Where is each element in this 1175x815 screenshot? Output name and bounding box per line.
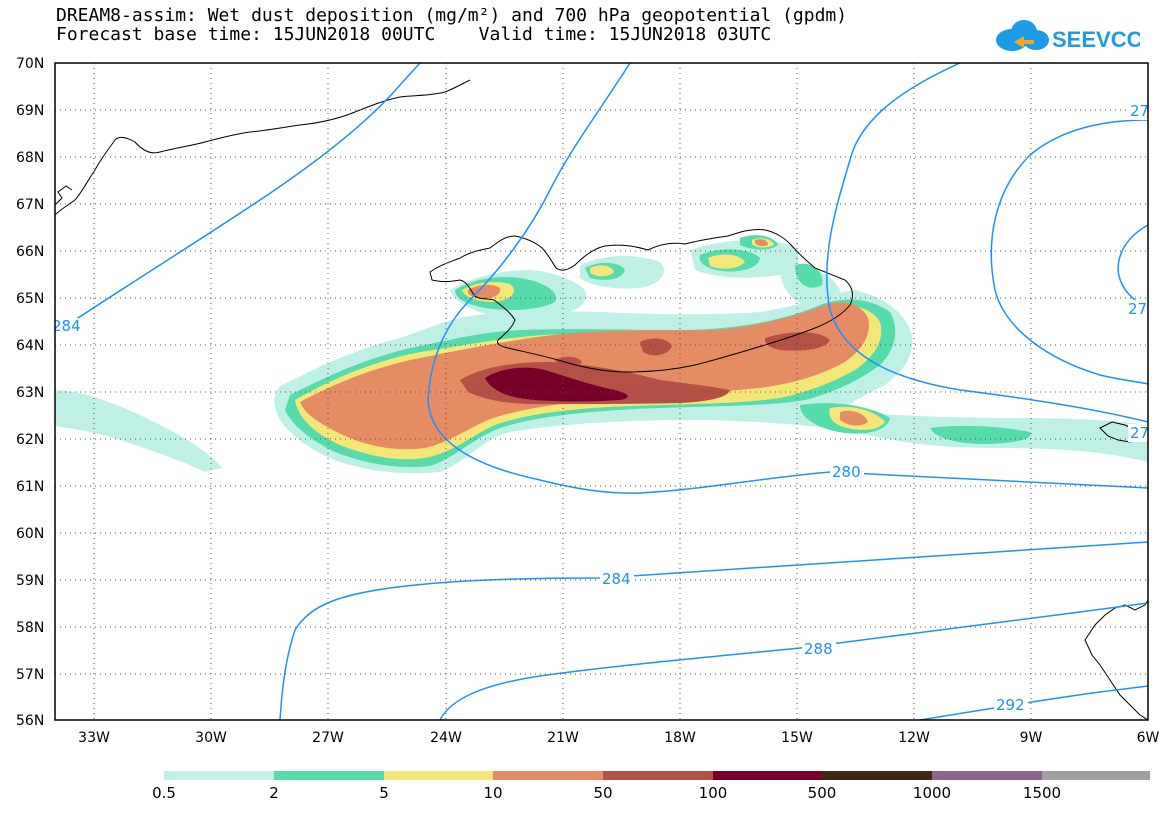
cloud-icon [996, 20, 1049, 51]
geopotential-contours [55, 63, 1148, 720]
legend-swatch [932, 771, 1042, 780]
lat-label: 67N [16, 197, 44, 213]
legend-swatch [713, 771, 822, 780]
lat-label: 70N [16, 56, 44, 72]
lon-label: 24W [430, 730, 462, 746]
contour-label: 284 [602, 570, 631, 588]
lon-label: 6W [1137, 730, 1160, 746]
graticule [55, 63, 1148, 720]
lat-label: 59N [16, 573, 44, 589]
contour-label: 280 [832, 463, 861, 481]
legend-swatch [1042, 771, 1150, 780]
contour-label: 284 [52, 317, 81, 335]
contour-label: 276 [1130, 424, 1159, 442]
latitude-labels: 70N 69N 68N 67N 66N 65N 64N 63N 62N 61N … [16, 56, 44, 729]
lat-label: 58N [16, 620, 44, 636]
map-subtitle: Forecast base time: 15JUN2018 00UTC Vali… [56, 24, 772, 45]
legend-swatch [603, 771, 713, 780]
lat-label: 69N [16, 103, 44, 119]
legend-swatch [384, 771, 493, 780]
legend-swatch [493, 771, 603, 780]
contour-label: 276 [1128, 300, 1157, 318]
plot-frame [54, 62, 1149, 721]
lon-label: 27W [312, 730, 344, 746]
lat-label: 56N [16, 713, 44, 729]
legend-label: 1500 [1023, 784, 1061, 802]
lat-label: 62N [16, 432, 44, 448]
longitude-labels: 33W 30W 27W 24W 21W 18W 15W 12W 9W 6W [78, 730, 1159, 746]
lat-label: 64N [16, 338, 44, 354]
contour-labels: 284 280 284 288 292 276 276 276 [52, 102, 1159, 714]
lon-label: 9W [1020, 730, 1043, 746]
legend-label: 100 [699, 784, 728, 802]
contour-label: 292 [996, 696, 1025, 714]
lat-label: 65N [16, 291, 44, 307]
legend-swatch [274, 771, 384, 780]
legend-label: 10 [483, 784, 502, 802]
lat-label: 66N [16, 244, 44, 260]
coastlines [55, 79, 1148, 720]
lat-label: 61N [16, 479, 44, 495]
lat-label: 60N [16, 526, 44, 542]
lat-label: 68N [16, 150, 44, 166]
legend-label: 0.5 [152, 784, 176, 802]
color-legend: 0.5 2 5 10 50 100 500 1000 1500 [152, 771, 1150, 802]
contour-label: 288 [804, 640, 833, 658]
dust-deposition-field [55, 235, 1148, 474]
legend-label: 2 [269, 784, 279, 802]
lon-label: 21W [547, 730, 579, 746]
legend-label: 1000 [913, 784, 951, 802]
map-title: DREAM8-assim: Wet dust deposition (mg/m²… [56, 5, 848, 26]
legend-label: 500 [808, 784, 837, 802]
lat-label: 63N [16, 385, 44, 401]
lat-label: 57N [16, 667, 44, 683]
legend-label: 5 [379, 784, 389, 802]
contour-label: 276 [1130, 102, 1159, 120]
legend-swatch [822, 771, 932, 780]
lon-label: 30W [195, 730, 227, 746]
lon-label: 18W [664, 730, 696, 746]
lon-label: 15W [781, 730, 813, 746]
logo-text: SEEVCCC [1052, 27, 1140, 52]
legend-swatch [164, 771, 274, 780]
lon-label: 33W [78, 730, 110, 746]
legend-label: 50 [593, 784, 612, 802]
seevccc-logo[interactable]: SEEVCCC [990, 14, 1140, 58]
lon-label: 12W [898, 730, 930, 746]
